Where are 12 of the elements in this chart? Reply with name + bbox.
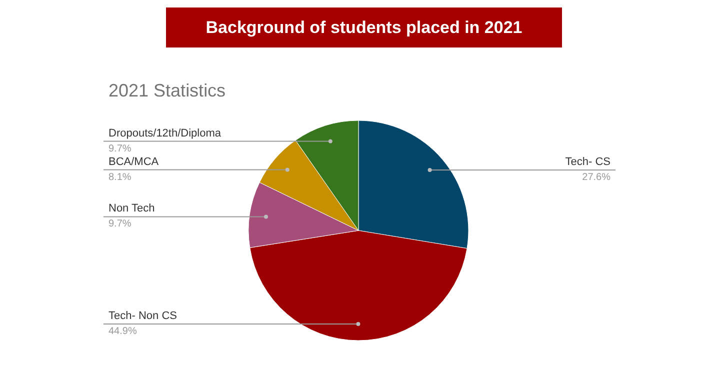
data-label: 8.1%	[108, 172, 132, 183]
data-label: 27.6%	[582, 172, 611, 183]
data-label: 9.7%	[108, 143, 132, 154]
slice-label: Dropouts/12th/Diploma	[108, 127, 222, 140]
slice-label: Non Tech	[108, 202, 155, 215]
slice-label: BCA/MCA	[108, 156, 160, 168]
slice-label: Tech- Non CS	[108, 310, 177, 322]
data-label: 9.7%	[108, 218, 132, 230]
data-label: 44.9%	[108, 326, 137, 337]
chart-title: Background of students placed in 2021	[206, 18, 522, 37]
chart-subtitle: 2021 Statistics	[108, 80, 226, 100]
slice-label: Tech- CS	[565, 156, 611, 168]
